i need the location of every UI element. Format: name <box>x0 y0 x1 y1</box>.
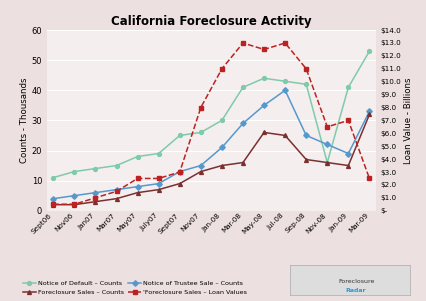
'Foreclosure Sales – Loan Values <box>114 190 119 193</box>
Line: 'Foreclosure Sales – Loan Values: 'Foreclosure Sales – Loan Values <box>51 41 371 206</box>
Notice of Default – Counts <box>156 152 161 155</box>
Notice of Default – Counts <box>135 155 140 158</box>
Notice of Default – Counts <box>303 82 308 86</box>
Notice of Trustee Sale – Counts <box>177 170 182 173</box>
Foreclosure Sales – Counts <box>114 197 119 200</box>
Notice of Default – Counts <box>114 164 119 167</box>
Foreclosure Sales – Counts <box>240 161 245 164</box>
'Foreclosure Sales – Loan Values <box>345 119 350 122</box>
Notice of Default – Counts <box>198 131 203 134</box>
Notice of Default – Counts <box>282 79 287 83</box>
'Foreclosure Sales – Loan Values <box>282 41 287 45</box>
Legend: Notice of Default – Counts, Foreclosure Sales – Counts, Notice of Trustee Sale –: Notice of Default – Counts, Foreclosure … <box>20 278 250 298</box>
Notice of Trustee Sale – Counts <box>324 143 329 146</box>
Foreclosure Sales – Counts <box>93 200 98 203</box>
Foreclosure Sales – Counts <box>177 182 182 185</box>
'Foreclosure Sales – Loan Values <box>93 196 98 200</box>
Foreclosure Sales – Counts <box>261 131 266 134</box>
Foreclosure Sales – Counts <box>282 134 287 137</box>
Foreclosure Sales – Counts <box>345 164 350 167</box>
Notice of Default – Counts <box>219 119 224 122</box>
Notice of Default – Counts <box>240 85 245 89</box>
'Foreclosure Sales – Loan Values <box>135 177 140 180</box>
Foreclosure Sales – Counts <box>303 158 308 161</box>
Foreclosure Sales – Counts <box>51 203 56 206</box>
Notice of Trustee Sale – Counts <box>303 134 308 137</box>
Notice of Default – Counts <box>93 167 98 170</box>
'Foreclosure Sales – Loan Values <box>177 170 182 174</box>
Line: Notice of Default – Counts: Notice of Default – Counts <box>51 49 371 179</box>
Title: California Foreclosure Activity: California Foreclosure Activity <box>111 14 311 28</box>
Notice of Trustee Sale – Counts <box>156 182 161 185</box>
Notice of Trustee Sale – Counts <box>366 110 371 113</box>
Y-axis label: Counts - Thousands: Counts - Thousands <box>20 78 29 163</box>
Foreclosure Sales – Counts <box>366 113 371 116</box>
'Foreclosure Sales – Loan Values <box>219 67 224 71</box>
'Foreclosure Sales – Loan Values <box>240 41 245 45</box>
Text: Foreclosure: Foreclosure <box>337 279 374 284</box>
Foreclosure Sales – Counts <box>324 161 329 164</box>
'Foreclosure Sales – Loan Values <box>156 177 161 180</box>
Notice of Default – Counts <box>177 134 182 137</box>
Notice of Default – Counts <box>261 76 266 80</box>
'Foreclosure Sales – Loan Values <box>261 48 266 51</box>
Notice of Default – Counts <box>345 85 350 89</box>
Notice of Trustee Sale – Counts <box>219 146 224 149</box>
'Foreclosure Sales – Loan Values <box>324 125 329 129</box>
'Foreclosure Sales – Loan Values <box>72 203 77 206</box>
Text: Radar: Radar <box>345 288 366 293</box>
Notice of Trustee Sale – Counts <box>93 191 98 194</box>
Notice of Trustee Sale – Counts <box>240 122 245 125</box>
Foreclosure Sales – Counts <box>135 191 140 194</box>
'Foreclosure Sales – Loan Values <box>198 106 203 109</box>
Notice of Default – Counts <box>366 49 371 53</box>
Notice of Trustee Sale – Counts <box>114 188 119 191</box>
Notice of Trustee Sale – Counts <box>198 164 203 167</box>
Notice of Trustee Sale – Counts <box>135 185 140 188</box>
Foreclosure Sales – Counts <box>198 170 203 173</box>
Foreclosure Sales – Counts <box>219 164 224 167</box>
'Foreclosure Sales – Loan Values <box>51 203 56 206</box>
Foreclosure Sales – Counts <box>72 203 77 206</box>
'Foreclosure Sales – Loan Values <box>366 177 371 180</box>
Line: Notice of Trustee Sale – Counts: Notice of Trustee Sale – Counts <box>51 88 371 200</box>
Notice of Default – Counts <box>72 170 77 173</box>
Notice of Trustee Sale – Counts <box>282 88 287 92</box>
'Foreclosure Sales – Loan Values <box>303 67 308 71</box>
Foreclosure Sales – Counts <box>156 188 161 191</box>
Notice of Trustee Sale – Counts <box>51 197 56 200</box>
Notice of Trustee Sale – Counts <box>72 194 77 197</box>
Notice of Default – Counts <box>324 161 329 164</box>
Notice of Default – Counts <box>51 176 56 179</box>
Notice of Trustee Sale – Counts <box>261 104 266 107</box>
Notice of Trustee Sale – Counts <box>345 152 350 155</box>
Line: Foreclosure Sales – Counts: Foreclosure Sales – Counts <box>51 113 371 206</box>
Y-axis label: Loan Value - Billions: Loan Value - Billions <box>403 77 412 164</box>
